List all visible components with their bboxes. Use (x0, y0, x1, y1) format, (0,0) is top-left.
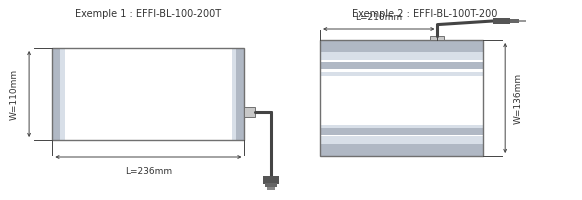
Bar (267, 187, 275, 190)
Bar (320, 128, 483, 135)
Text: L=210mm: L=210mm (355, 14, 402, 22)
Bar (320, 144, 483, 156)
Bar (320, 40, 483, 156)
Bar (510, 19, 519, 23)
Bar (236, 48, 244, 140)
Bar (320, 62, 483, 69)
Bar (61, 48, 65, 140)
Bar (320, 125, 483, 128)
Bar (232, 48, 236, 140)
Bar (519, 20, 526, 22)
Bar (263, 176, 279, 184)
Text: Exemple 2 : EFFI-BL-100T-200: Exemple 2 : EFFI-BL-100T-200 (352, 9, 498, 19)
Text: L=236mm: L=236mm (125, 166, 172, 176)
Bar (320, 52, 483, 60)
Text: W=136mm: W=136mm (513, 72, 523, 124)
Bar (52, 48, 244, 140)
Bar (52, 48, 244, 140)
Bar (244, 107, 255, 117)
Text: W=110mm: W=110mm (10, 68, 19, 120)
Text: Exemple 1 : EFFI-BL-100-200T: Exemple 1 : EFFI-BL-100-200T (75, 9, 222, 19)
Bar (320, 136, 483, 144)
Bar (320, 40, 483, 156)
Bar (320, 72, 483, 76)
Bar (52, 48, 61, 140)
Bar (265, 183, 277, 187)
Bar (431, 36, 445, 40)
Bar (320, 40, 483, 52)
Bar (493, 18, 510, 24)
